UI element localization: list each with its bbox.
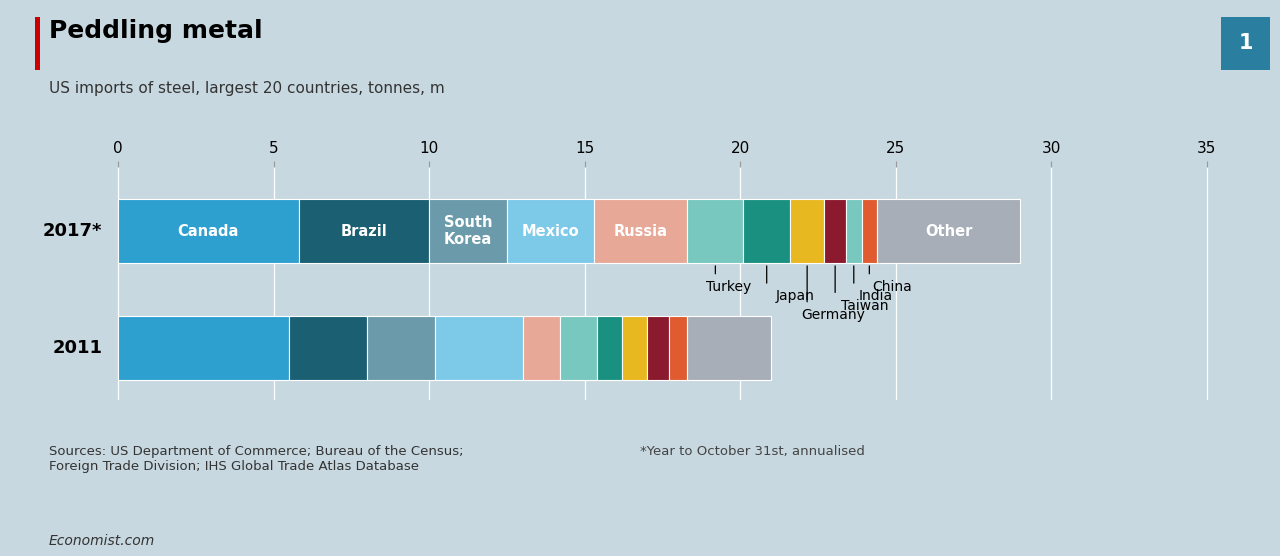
Text: Turkey: Turkey — [707, 280, 751, 294]
Bar — [118, 199, 298, 263]
Text: South
Korea: South Korea — [444, 215, 493, 247]
Bar — [790, 199, 824, 263]
Text: US imports of steel, largest 20 countries, tonnes, m: US imports of steel, largest 20 countrie… — [49, 81, 444, 96]
Text: Germany: Germany — [801, 308, 865, 322]
Text: India: India — [859, 289, 892, 304]
Bar — [687, 199, 744, 263]
Text: Sources: US Department of Commerce; Bureau of the Census;
Foreign Trade Division: Sources: US Department of Commerce; Bure… — [49, 445, 463, 473]
Text: 2011: 2011 — [52, 339, 102, 357]
Bar — [598, 316, 622, 380]
Text: China: China — [873, 280, 913, 294]
Bar — [824, 199, 846, 263]
Bar — [507, 199, 594, 263]
Text: Brazil: Brazil — [340, 224, 388, 239]
Bar — [861, 199, 877, 263]
Text: 1: 1 — [1238, 33, 1253, 53]
Text: 2017*: 2017* — [44, 222, 102, 240]
Bar — [429, 199, 507, 263]
Text: *Year to October 31st, annualised: *Year to October 31st, annualised — [640, 445, 865, 458]
Bar — [522, 316, 559, 380]
Bar — [298, 199, 429, 263]
Bar — [668, 316, 687, 380]
Text: Russia: Russia — [613, 224, 668, 239]
Bar — [367, 316, 435, 380]
Bar — [744, 199, 790, 263]
Bar — [622, 316, 646, 380]
Bar — [846, 199, 861, 263]
Text: Peddling metal: Peddling metal — [49, 19, 262, 43]
Text: Japan: Japan — [776, 289, 815, 304]
Bar — [877, 199, 1020, 263]
Bar — [687, 316, 772, 380]
Bar — [559, 316, 598, 380]
Bar — [594, 199, 687, 263]
Text: Canada: Canada — [178, 224, 239, 239]
Bar — [435, 316, 522, 380]
Bar — [289, 316, 367, 380]
Bar — [646, 316, 668, 380]
Text: Taiwan: Taiwan — [841, 299, 888, 312]
Bar — [118, 316, 289, 380]
Text: Mexico: Mexico — [522, 224, 580, 239]
Text: Economist.com: Economist.com — [49, 534, 155, 548]
Text: Other: Other — [925, 224, 973, 239]
